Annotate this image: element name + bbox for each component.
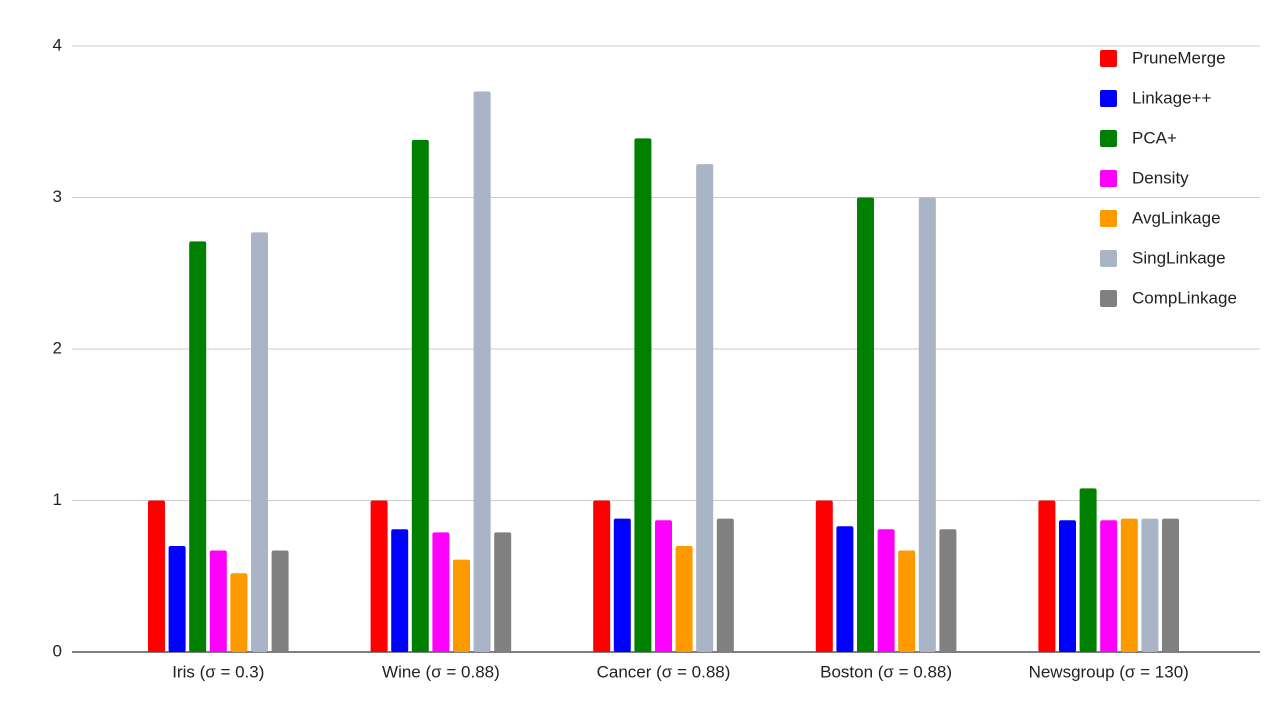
bar bbox=[898, 550, 916, 652]
legend-swatch bbox=[1100, 50, 1117, 67]
bar bbox=[877, 529, 895, 652]
bar bbox=[271, 550, 289, 652]
bar bbox=[148, 500, 165, 652]
bar bbox=[1100, 520, 1118, 652]
legend-label: PCA+ bbox=[1132, 128, 1177, 147]
bar bbox=[1059, 520, 1076, 652]
bar bbox=[918, 197, 936, 652]
y-tick-label: 1 bbox=[53, 490, 62, 509]
y-tick-label: 0 bbox=[53, 641, 62, 660]
legend-label: Density bbox=[1132, 168, 1189, 187]
bar bbox=[189, 241, 207, 652]
legend-label: Linkage++ bbox=[1132, 88, 1211, 107]
bar bbox=[939, 529, 957, 652]
bar bbox=[655, 520, 672, 652]
bar bbox=[857, 197, 874, 652]
bar bbox=[391, 529, 409, 652]
bar bbox=[370, 500, 388, 652]
y-tick-label: 4 bbox=[53, 35, 62, 54]
x-tick-label: Cancer (σ = 0.88) bbox=[597, 662, 731, 681]
bar bbox=[696, 164, 714, 653]
bar bbox=[1162, 518, 1179, 652]
bar bbox=[209, 550, 227, 652]
bar bbox=[411, 139, 429, 652]
bar bbox=[453, 559, 470, 652]
legend-swatch bbox=[1100, 210, 1117, 227]
legend-label: CompLinkage bbox=[1132, 288, 1237, 307]
legend-label: SingLinkage bbox=[1132, 248, 1226, 267]
bar bbox=[168, 545, 186, 652]
bar bbox=[494, 532, 512, 652]
bar bbox=[815, 500, 833, 652]
bar bbox=[432, 532, 450, 652]
x-tick-label: Boston (σ = 0.88) bbox=[820, 662, 952, 681]
bar bbox=[675, 545, 693, 652]
x-tick-label: Iris (σ = 0.3) bbox=[172, 662, 264, 681]
bar bbox=[634, 138, 652, 653]
x-tick-label: Newsgroup (σ = 130) bbox=[1029, 662, 1189, 681]
bar bbox=[1079, 488, 1097, 652]
legend-label: PruneMerge bbox=[1132, 48, 1226, 67]
y-tick-label: 2 bbox=[53, 338, 62, 357]
legend-swatch bbox=[1100, 130, 1117, 147]
bar bbox=[251, 232, 268, 652]
bar bbox=[716, 518, 734, 652]
bar bbox=[230, 573, 248, 652]
legend-swatch bbox=[1100, 290, 1117, 307]
bar bbox=[593, 500, 611, 652]
y-tick-label: 3 bbox=[53, 187, 62, 206]
legend-swatch bbox=[1100, 90, 1117, 107]
legend-label: AvgLinkage bbox=[1132, 208, 1221, 227]
bar bbox=[836, 526, 854, 652]
bar bbox=[473, 91, 491, 652]
x-tick-label: Wine (σ = 0.88) bbox=[382, 662, 500, 681]
legend-swatch bbox=[1100, 170, 1117, 187]
bar bbox=[613, 518, 631, 652]
bar bbox=[1120, 518, 1138, 652]
bar bbox=[1038, 500, 1056, 652]
bar bbox=[1141, 518, 1159, 652]
legend-swatch bbox=[1100, 250, 1117, 267]
